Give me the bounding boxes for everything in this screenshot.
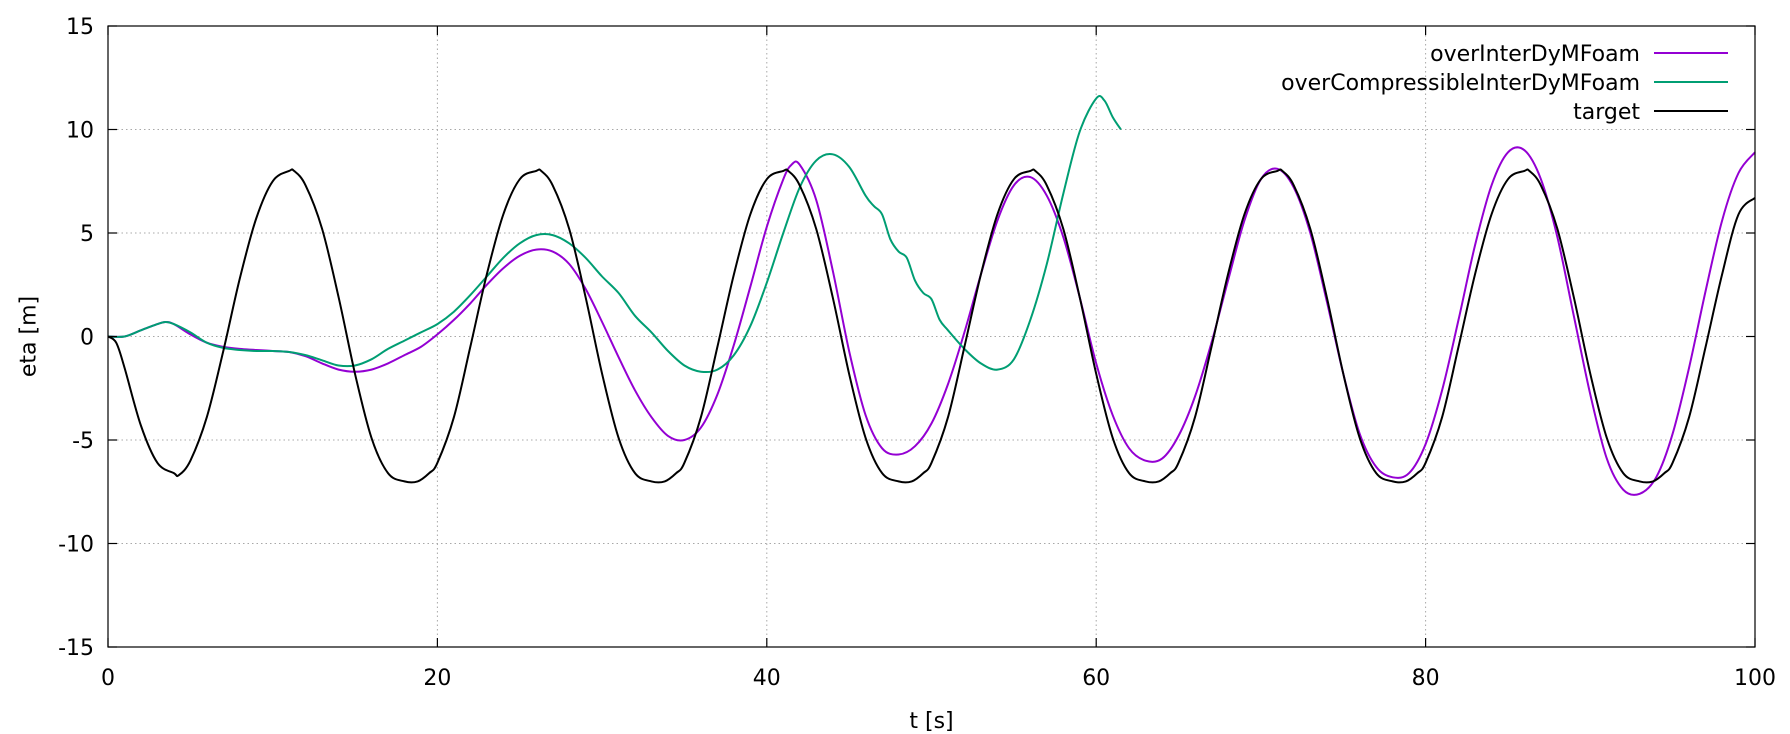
axis-ticks: 0 20 40 60 80 100 -15 -10 -5 0 5 10 15	[58, 15, 1776, 691]
x-axis-label: t [s]	[909, 709, 953, 734]
legend: overInterDyMFoam overCompressibleInterDy…	[1281, 42, 1728, 125]
y-axis-label: eta [m]	[17, 296, 42, 377]
series-line-overinterdymfoam	[107, 146, 1756, 496]
series-line-target	[107, 168, 1756, 484]
grid	[108, 26, 1755, 647]
x-tick-label: 80	[1412, 666, 1440, 691]
x-tick-label: 40	[753, 666, 781, 691]
x-tick-label: 100	[1734, 666, 1776, 691]
legend-label-overinterdymfoam: overInterDyMFoam	[1430, 42, 1640, 67]
series-line-overcompressibleinterdymfoam	[107, 95, 1122, 374]
y-tick-label: 15	[66, 15, 94, 40]
y-tick-label: -15	[58, 636, 94, 661]
y-tick-label: 0	[80, 326, 94, 351]
x-tick-label: 60	[1082, 666, 1110, 691]
y-tick-label: -5	[72, 429, 94, 454]
y-tick-label: -10	[58, 533, 94, 558]
series-lines	[107, 95, 1756, 496]
x-tick-label: 20	[423, 666, 451, 691]
y-tick-label: 5	[80, 222, 94, 247]
y-tick-label: 10	[66, 119, 94, 144]
x-tick-label: 0	[101, 666, 115, 691]
legend-label-overcompressibleinterdymfoam: overCompressibleInterDyMFoam	[1281, 71, 1640, 96]
legend-label-target: target	[1573, 100, 1640, 125]
